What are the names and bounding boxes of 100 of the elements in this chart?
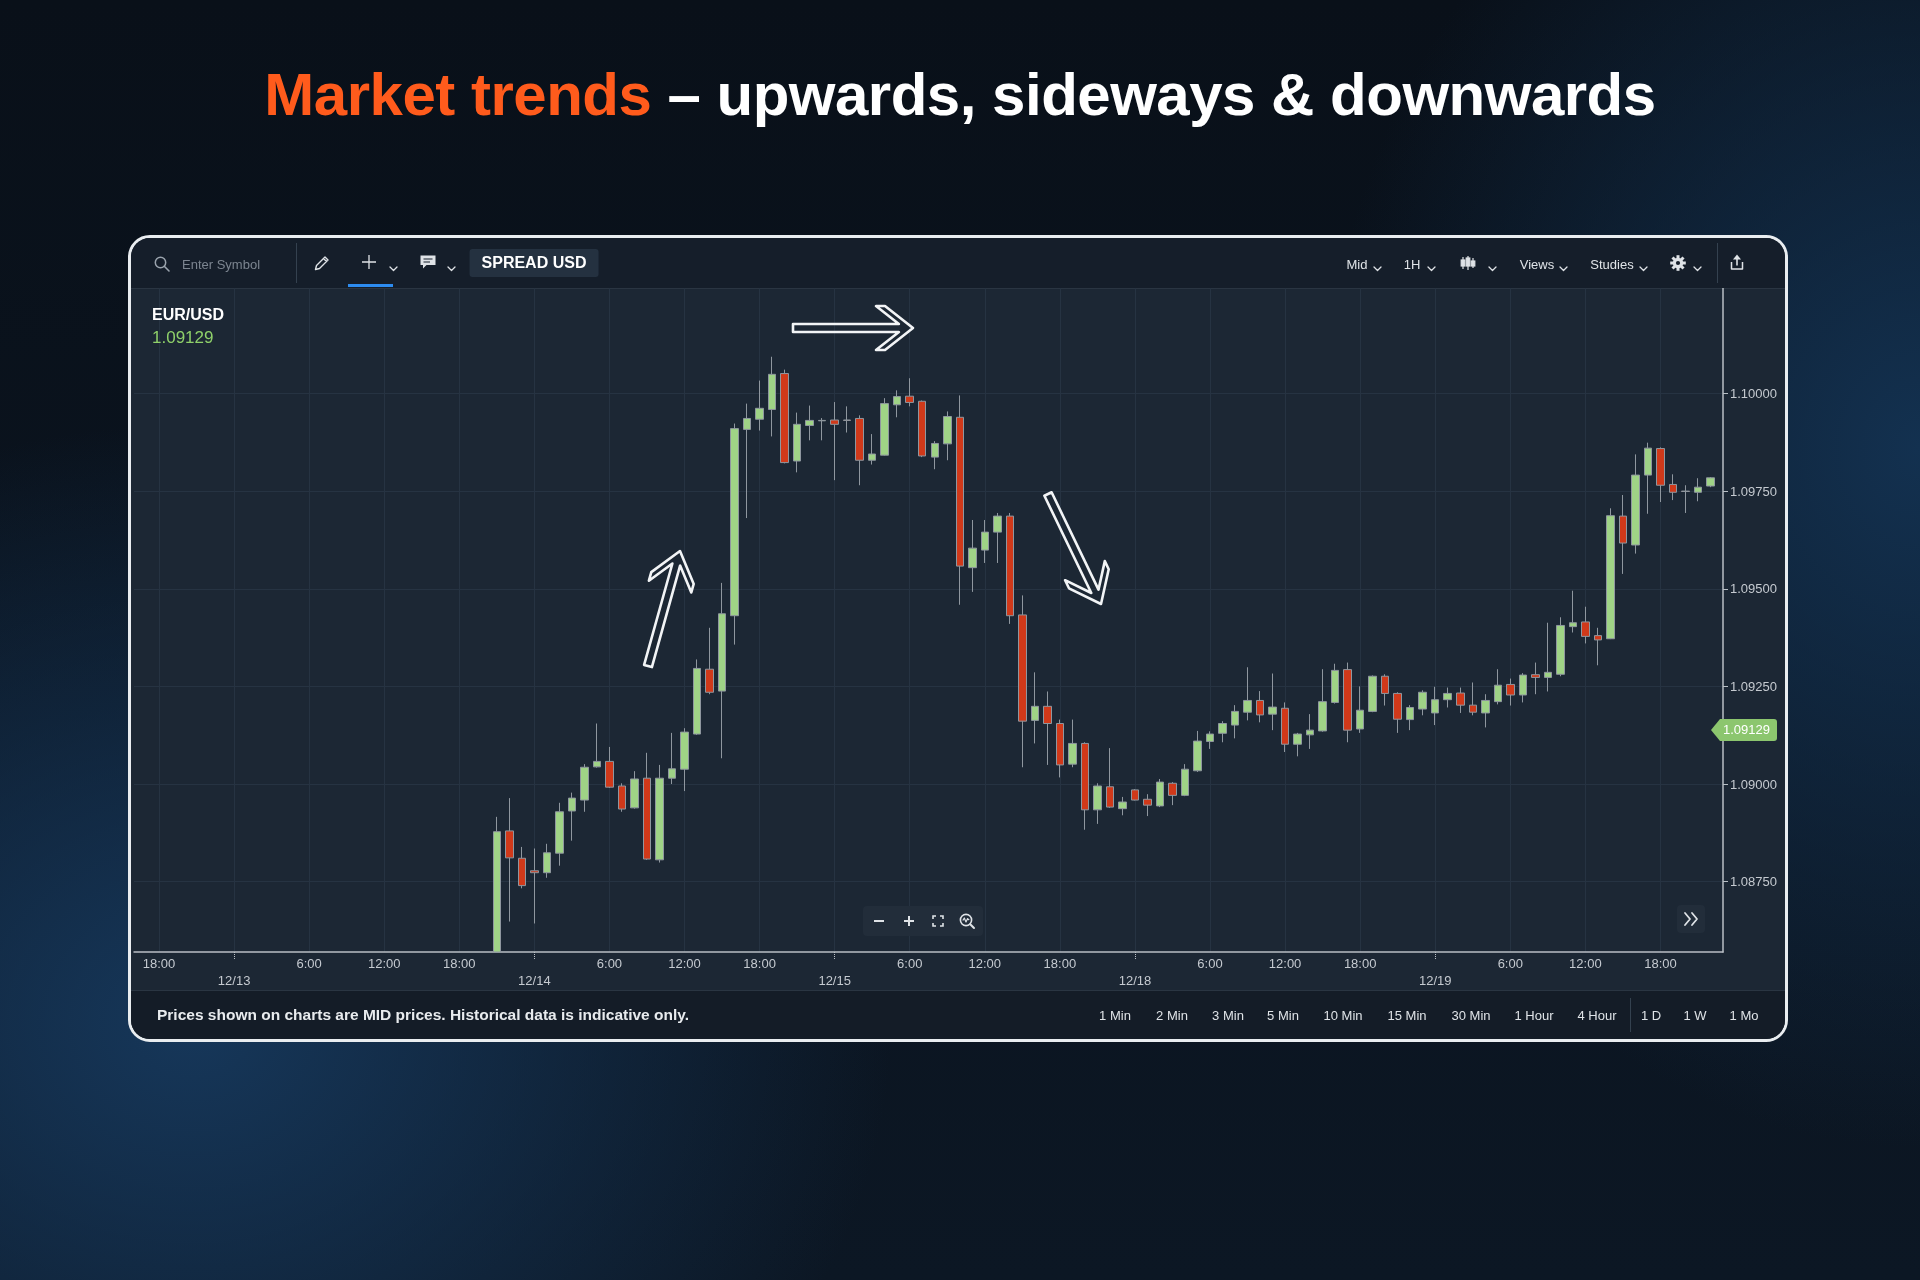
candlestick <box>1031 671 1039 744</box>
text: Studies <box>1590 256 1634 272</box>
candlestick <box>1644 442 1652 515</box>
candlestick <box>1406 704 1414 731</box>
candlestick <box>968 519 977 593</box>
chart-title: Market trends – upwards, sideways & downwards <box>264 61 1656 128</box>
x-tick-label: 18:00 <box>1343 956 1377 971</box>
candlestick <box>1481 693 1490 728</box>
candlestick <box>1268 673 1277 731</box>
candlestick <box>605 746 614 789</box>
candlestick <box>943 410 952 461</box>
candlestick <box>1368 674 1377 713</box>
candlestick <box>1519 672 1527 703</box>
candlestick <box>1706 476 1715 488</box>
candlestick <box>1681 484 1690 514</box>
candlestick <box>1331 663 1339 705</box>
annotation: 1.09129 <box>1711 719 1777 741</box>
candlestick <box>1694 477 1702 502</box>
y-tick-label: 1.09250 <box>1730 678 1777 694</box>
candlestick <box>543 843 551 879</box>
candlestick <box>855 414 864 486</box>
candlestick <box>1544 622 1552 692</box>
y-tick-label: 1.10000 <box>1730 385 1777 401</box>
candlestick <box>931 440 939 470</box>
x-tick-label: 12/18 <box>1118 973 1152 988</box>
candlestick <box>1081 741 1089 831</box>
candlestick <box>768 356 776 437</box>
candlestick <box>1619 494 1627 575</box>
candlestick <box>580 763 589 813</box>
text: 2 Min <box>1156 1007 1188 1023</box>
candlestick <box>680 727 689 792</box>
candlestick <box>893 389 901 418</box>
y-tick-label: 1.09500 <box>1730 581 1777 597</box>
candlestick <box>1168 781 1177 806</box>
candlestick <box>1569 590 1577 633</box>
candlestick <box>880 397 889 457</box>
candlestick <box>1443 687 1452 708</box>
candlestick <box>793 412 801 473</box>
text: 1 D <box>1640 1007 1662 1023</box>
x-tick-label: 18:00 <box>1043 956 1077 971</box>
candlestick <box>718 582 726 759</box>
x-tick-label: 12/13 <box>217 973 251 988</box>
candlestick <box>1043 690 1052 766</box>
candlestick <box>981 519 989 564</box>
x-tick-label: 12:00 <box>1569 956 1602 971</box>
candlestick <box>1356 685 1364 734</box>
candlestick <box>1531 662 1540 695</box>
candlestick <box>1556 616 1565 677</box>
x-tick-label: 18:00 <box>142 956 176 971</box>
candlestick <box>693 658 701 736</box>
candlestick <box>993 512 1002 564</box>
candlestick <box>1056 719 1064 778</box>
x-tick-label: 12/19 <box>1418 973 1452 988</box>
x-tick-label: 6:00 <box>596 956 623 971</box>
x-tick-label: 12:00 <box>1268 956 1302 971</box>
annotation: 1.09129 <box>152 327 214 347</box>
x-tick-label: 18:00 <box>443 956 476 971</box>
x-tick-label: 18:00 <box>1644 956 1677 971</box>
candlestick <box>1581 606 1590 644</box>
candlestick <box>1218 720 1227 743</box>
x-tick-label: 12/15 <box>818 973 851 988</box>
text: 15 Min <box>1387 1007 1427 1023</box>
candlestick <box>905 377 914 407</box>
candlestick <box>1068 719 1077 768</box>
y-tick-label: 1.08750 <box>1730 874 1777 890</box>
candlestick <box>668 732 676 785</box>
text: 1 Mo <box>1729 1007 1759 1023</box>
candlestick <box>830 401 839 481</box>
candlestick <box>1318 668 1327 733</box>
candlestick <box>956 394 964 606</box>
candlestick <box>1243 666 1252 721</box>
text: 3 Min <box>1212 1007 1244 1023</box>
candlestick <box>1306 713 1314 750</box>
text: SPREAD USD <box>469 249 599 277</box>
x-tick-label: 12:00 <box>968 956 1002 971</box>
candlestick <box>1594 627 1602 666</box>
text: 5 Min <box>1267 1007 1299 1023</box>
candlestick <box>1156 778 1164 808</box>
candlestick <box>1181 763 1189 797</box>
candlestick <box>818 417 826 441</box>
candlestick <box>1131 788 1139 801</box>
candlestick <box>1456 687 1465 714</box>
candlestick <box>1343 662 1352 743</box>
candlestick <box>1431 686 1439 726</box>
text: Enter Symbol <box>182 256 261 272</box>
candlestick <box>1143 793 1152 817</box>
candlestick <box>705 627 714 695</box>
candlestick <box>1231 704 1239 739</box>
candlestick <box>1018 594 1027 768</box>
candlestick <box>805 405 814 441</box>
candlestick <box>555 802 564 867</box>
text: 10 Min <box>1323 1007 1363 1023</box>
candlestick <box>1631 453 1640 555</box>
x-tick-label: 12:00 <box>367 956 401 971</box>
candlestick <box>1506 678 1515 707</box>
candlestick <box>1393 691 1402 734</box>
x-tick-label: 12:00 <box>668 956 701 971</box>
x-tick-label: 6:00 <box>296 956 322 971</box>
candlestick <box>1118 796 1127 816</box>
candlestick <box>1469 681 1477 716</box>
